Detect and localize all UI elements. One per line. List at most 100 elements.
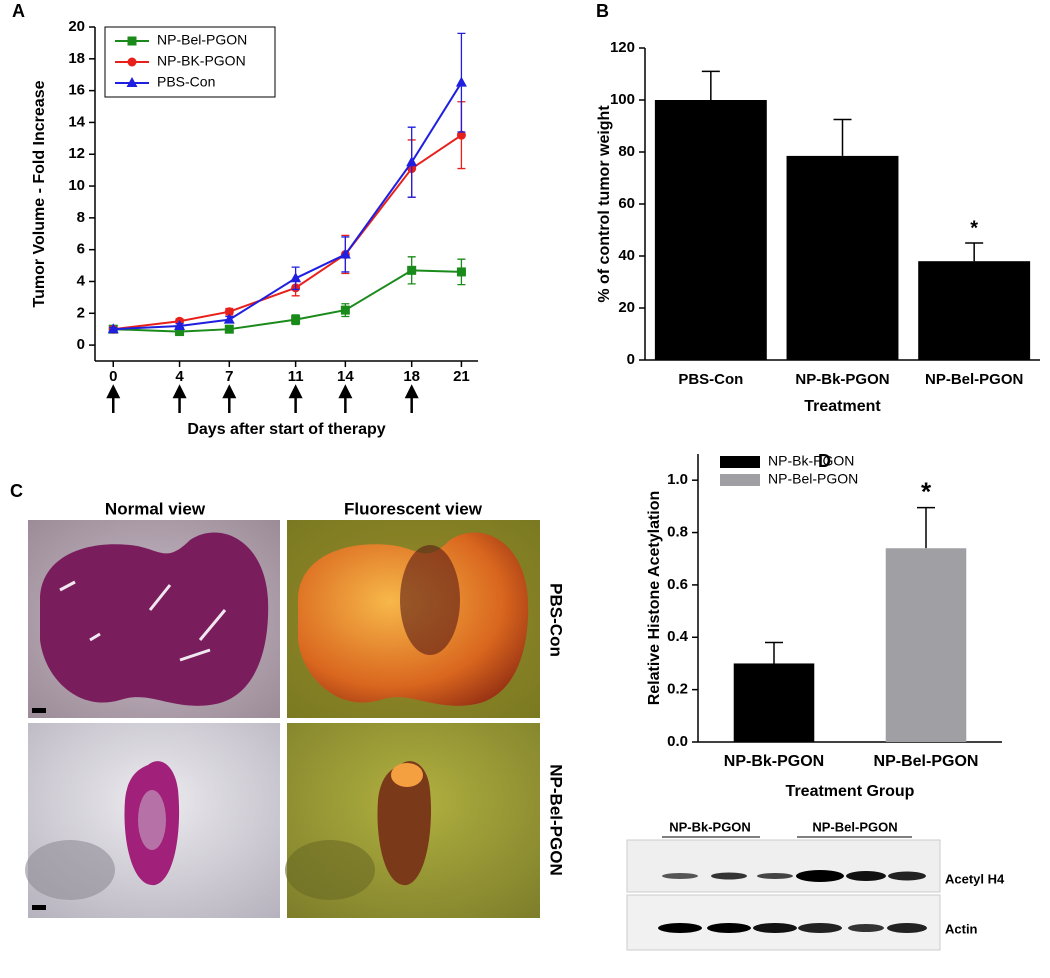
- fluorescence: [391, 763, 423, 787]
- marker: [406, 156, 418, 167]
- y-tick-label: 6: [77, 241, 85, 258]
- y-tick-label: 0.6: [667, 576, 688, 593]
- band: [798, 923, 842, 933]
- x-tick-label: 4: [175, 368, 184, 385]
- y-tick-label: 0: [77, 336, 85, 353]
- treatment-arrow: [106, 384, 121, 413]
- x-tick-label: 14: [337, 368, 354, 385]
- y-tick-label: 10: [68, 177, 85, 194]
- marker: [224, 324, 234, 334]
- x-tick-label: NP-Bel-PGON: [874, 753, 979, 770]
- tumor: [377, 761, 432, 886]
- y-tick-label: 20: [618, 299, 635, 316]
- y-tick-label: 1.0: [667, 471, 688, 488]
- y-tick-label: 0.4: [667, 628, 689, 645]
- error-bar: [833, 118, 852, 156]
- blot-strip: [626, 894, 941, 951]
- y-tick-label: 12: [68, 145, 85, 162]
- column-label: Fluorescent view: [344, 499, 483, 518]
- y-tick-label: 60: [618, 195, 635, 212]
- x-axis-label: Days after start of therapy: [187, 421, 385, 438]
- y-tick-label: 4: [77, 272, 86, 289]
- annotation: *: [970, 217, 978, 239]
- marker: [407, 265, 417, 275]
- shadow: [285, 840, 375, 900]
- legend-label: NP-Bel-PGON: [768, 471, 858, 487]
- bar: [786, 155, 899, 360]
- row-label: PBS-Con: [547, 583, 566, 657]
- marker: [339, 248, 351, 259]
- marker: [107, 323, 119, 334]
- y-tick-label: 0.0: [667, 733, 688, 750]
- marker: [174, 320, 186, 331]
- series-line: [113, 82, 463, 331]
- photo-grid: Normal view Fluorescent view PBS-Con NP-…: [25, 499, 566, 918]
- y-tick-label: 0: [627, 351, 635, 368]
- legend-marker: [126, 77, 138, 87]
- shadow: [400, 545, 460, 655]
- highlight: [138, 790, 166, 850]
- x-tick-label: 11: [288, 368, 304, 385]
- band: [707, 923, 751, 933]
- bar: [733, 663, 815, 742]
- tumor: [40, 532, 269, 706]
- band: [757, 873, 793, 879]
- western-blot: NP-Bk-PGON NP-Bel-PGON Acetyl H4 Actin: [626, 819, 1005, 951]
- blot-group-label: NP-Bel-PGON: [812, 819, 897, 834]
- y-axis-label: % of control tumor weight: [596, 105, 613, 303]
- legend-label: NP-Bk-PGON: [768, 453, 854, 469]
- x-axis-label: Treatment Group: [786, 783, 915, 800]
- bar: [885, 548, 967, 742]
- error-bar: [765, 641, 783, 664]
- marker: [175, 327, 185, 337]
- treatment-arrow: [404, 384, 419, 413]
- marker: [340, 305, 350, 315]
- marker: [223, 313, 235, 324]
- panel-label: D: [818, 451, 831, 471]
- row-label: NP-Bel-PGON: [547, 764, 566, 875]
- band: [662, 873, 698, 879]
- y-tick-label: 18: [68, 50, 85, 67]
- x-tick-label: PBS-Con: [678, 371, 743, 388]
- band: [846, 871, 886, 881]
- marker: [456, 130, 466, 140]
- y-tick-label: 0.8: [667, 524, 688, 541]
- band: [711, 872, 747, 880]
- marker: [224, 307, 234, 317]
- legend-marker: [127, 57, 137, 67]
- legend-label: NP-Bel-PGON: [157, 32, 247, 48]
- marker: [455, 76, 467, 87]
- column-label: Normal view: [105, 499, 206, 518]
- band: [796, 870, 844, 882]
- y-tick-label: 20: [68, 18, 85, 35]
- band: [848, 924, 884, 932]
- shadow: [25, 840, 115, 900]
- y-tick-label: 100: [610, 91, 635, 108]
- blot-group-label: NP-Bk-PGON: [669, 819, 751, 834]
- panel-label: A: [12, 1, 25, 21]
- y-tick-label: 2: [77, 304, 85, 321]
- annotation: *: [921, 477, 932, 507]
- legend-swatch: [720, 456, 760, 468]
- x-tick-label: 7: [225, 368, 233, 385]
- blot-row-label: Actin: [945, 921, 978, 936]
- treatment-arrow: [222, 384, 237, 413]
- y-tick-label: 120: [610, 39, 635, 56]
- treatment-arrow: [338, 384, 353, 413]
- band: [887, 923, 927, 933]
- y-tick-label: 14: [68, 113, 85, 130]
- x-tick-label: NP-Bk-PGON: [795, 371, 889, 388]
- y-axis-label: Relative Histone Acetylation: [646, 491, 663, 706]
- band: [888, 871, 926, 881]
- bar: [654, 100, 767, 360]
- band: [753, 923, 797, 933]
- x-tick-label: NP-Bk-PGON: [724, 753, 824, 770]
- x-tick-label: 21: [453, 368, 470, 385]
- error-bar: [917, 506, 935, 549]
- y-axis-label: Tumor Volume - Fold Increase: [31, 80, 48, 307]
- x-axis-label: Treatment: [804, 398, 881, 415]
- y-tick-label: 0.2: [667, 681, 688, 698]
- marker: [291, 315, 301, 325]
- error-bar: [965, 242, 984, 262]
